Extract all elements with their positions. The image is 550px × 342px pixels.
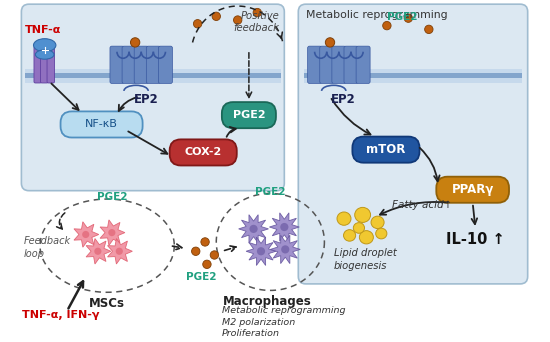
Ellipse shape xyxy=(201,238,209,246)
FancyBboxPatch shape xyxy=(122,46,136,83)
Ellipse shape xyxy=(376,228,387,239)
FancyBboxPatch shape xyxy=(307,46,322,83)
Bar xyxy=(25,78,280,82)
FancyBboxPatch shape xyxy=(344,46,358,83)
Text: Metabolic reprogramming: Metabolic reprogramming xyxy=(306,10,447,20)
Polygon shape xyxy=(100,220,125,245)
Ellipse shape xyxy=(82,231,89,238)
Text: PGE2: PGE2 xyxy=(97,192,127,202)
FancyBboxPatch shape xyxy=(320,46,334,83)
Text: Lipid droplet
biogenesis: Lipid droplet biogenesis xyxy=(334,249,397,271)
FancyBboxPatch shape xyxy=(222,102,276,128)
FancyBboxPatch shape xyxy=(34,47,41,83)
Ellipse shape xyxy=(234,16,242,24)
Text: TNF-α: TNF-α xyxy=(25,25,62,35)
Polygon shape xyxy=(271,235,300,264)
Ellipse shape xyxy=(344,230,356,241)
Ellipse shape xyxy=(425,25,433,34)
Bar xyxy=(304,68,522,73)
FancyBboxPatch shape xyxy=(356,46,370,83)
Text: MSCs: MSCs xyxy=(89,297,125,310)
Text: PGE2: PGE2 xyxy=(186,272,217,282)
Ellipse shape xyxy=(371,216,384,228)
FancyBboxPatch shape xyxy=(436,177,509,203)
Text: EP2: EP2 xyxy=(134,93,159,106)
FancyBboxPatch shape xyxy=(47,47,54,83)
FancyBboxPatch shape xyxy=(110,46,124,83)
Bar xyxy=(304,73,522,78)
Text: PGE2: PGE2 xyxy=(255,187,285,197)
Text: Macrophages: Macrophages xyxy=(223,295,312,308)
Ellipse shape xyxy=(116,248,123,255)
FancyBboxPatch shape xyxy=(60,111,142,137)
Ellipse shape xyxy=(355,207,371,222)
Ellipse shape xyxy=(212,12,221,21)
Ellipse shape xyxy=(194,19,202,28)
Ellipse shape xyxy=(130,38,140,47)
Polygon shape xyxy=(86,238,111,264)
Polygon shape xyxy=(74,222,99,247)
FancyBboxPatch shape xyxy=(298,4,527,284)
Text: Metabolic reprogramming
M2 polarization
Proliferation: Metabolic reprogramming M2 polarization … xyxy=(222,306,345,338)
Text: PPARγ: PPARγ xyxy=(452,183,494,196)
Ellipse shape xyxy=(383,22,391,30)
FancyBboxPatch shape xyxy=(332,46,346,83)
Text: NF-κB: NF-κB xyxy=(85,119,118,130)
Text: Fatty acid↑: Fatty acid↑ xyxy=(392,200,452,210)
Ellipse shape xyxy=(353,223,365,233)
Text: mTOR: mTOR xyxy=(366,143,406,156)
Ellipse shape xyxy=(280,223,288,231)
Ellipse shape xyxy=(337,212,351,225)
FancyBboxPatch shape xyxy=(134,46,148,83)
Ellipse shape xyxy=(253,9,261,17)
Ellipse shape xyxy=(35,50,54,59)
Text: IL-10 ↑: IL-10 ↑ xyxy=(446,232,505,247)
Text: Positive
feedback: Positive feedback xyxy=(234,11,279,33)
Bar xyxy=(25,68,280,73)
FancyBboxPatch shape xyxy=(158,46,173,83)
Ellipse shape xyxy=(210,251,218,259)
Text: EP2: EP2 xyxy=(331,93,355,106)
Ellipse shape xyxy=(34,39,56,52)
Ellipse shape xyxy=(257,247,265,255)
Ellipse shape xyxy=(94,248,101,255)
Text: COX-2: COX-2 xyxy=(185,147,222,157)
Ellipse shape xyxy=(191,247,200,255)
Polygon shape xyxy=(108,238,133,264)
Bar xyxy=(25,73,280,78)
Text: PGE2: PGE2 xyxy=(387,12,417,22)
Polygon shape xyxy=(246,237,276,265)
Ellipse shape xyxy=(203,260,211,268)
Text: PGE2: PGE2 xyxy=(233,110,265,120)
Bar xyxy=(304,78,522,82)
Polygon shape xyxy=(239,215,268,243)
Text: TNF-α, IFN-γ: TNF-α, IFN-γ xyxy=(23,310,100,320)
Ellipse shape xyxy=(359,231,373,244)
Ellipse shape xyxy=(404,14,412,22)
FancyBboxPatch shape xyxy=(41,47,48,83)
Text: Feedback
loop: Feedback loop xyxy=(23,236,70,259)
FancyBboxPatch shape xyxy=(146,46,160,83)
Polygon shape xyxy=(270,213,299,241)
Ellipse shape xyxy=(250,225,257,233)
FancyBboxPatch shape xyxy=(21,4,284,190)
Ellipse shape xyxy=(108,229,116,236)
FancyBboxPatch shape xyxy=(353,136,420,163)
Ellipse shape xyxy=(326,38,334,47)
Ellipse shape xyxy=(281,245,289,253)
FancyBboxPatch shape xyxy=(169,140,236,166)
